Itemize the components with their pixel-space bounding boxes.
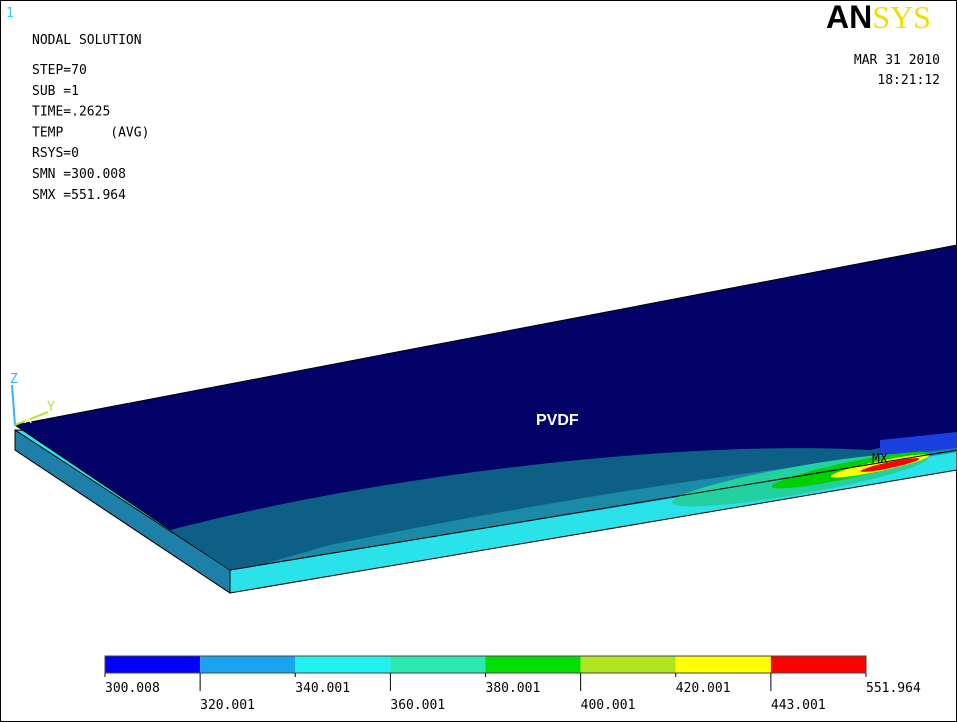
header-line: TIME=.2625	[32, 105, 110, 120]
legend-swatch	[390, 656, 485, 673]
max-marker: MX	[872, 452, 888, 467]
header-line: RSYS=0	[32, 146, 79, 161]
legend-swatch	[581, 656, 676, 673]
header-line: STEP=70	[32, 63, 87, 78]
triad-x: X	[24, 412, 32, 427]
legend-swatch	[295, 656, 390, 673]
legend-label: 443.001	[771, 698, 826, 713]
legend-swatch	[105, 656, 200, 673]
date: MAR 31 2010	[854, 53, 940, 68]
legend-label: 380.001	[486, 681, 541, 696]
header-line: SMN =300.008	[32, 167, 126, 182]
logo-sys: SYS	[872, 0, 931, 35]
legend-swatch	[771, 656, 866, 673]
model-label: PVDF	[536, 412, 579, 429]
triad-z: Z	[10, 372, 18, 387]
logo: ANSYS	[826, 0, 931, 35]
header-line: SMX =551.964	[32, 188, 126, 203]
ansys-view: Z Y X MX PVDF 1 NODAL SOLUTION STEP=70 SU…	[0, 0, 957, 722]
legend-label: 420.001	[676, 681, 731, 696]
legend-label: 551.964	[866, 681, 921, 696]
header-line: SUB =1	[32, 84, 79, 99]
legend-swatch	[676, 656, 771, 673]
legend-swatch	[200, 656, 295, 673]
logo-an: AN	[826, 0, 872, 35]
legend-swatch	[486, 656, 581, 673]
header-title: NODAL SOLUTION	[32, 33, 142, 48]
view-number: 1	[6, 6, 14, 21]
header-line: TEMP (AVG)	[32, 125, 149, 140]
legend-label: 300.008	[105, 681, 160, 696]
legend-label: 360.001	[390, 698, 445, 713]
legend-label: 400.001	[581, 698, 636, 713]
time: 18:21:12	[877, 73, 940, 88]
legend-label: 320.001	[200, 698, 255, 713]
legend-label: 340.001	[295, 681, 350, 696]
triad-y: Y	[47, 400, 55, 415]
